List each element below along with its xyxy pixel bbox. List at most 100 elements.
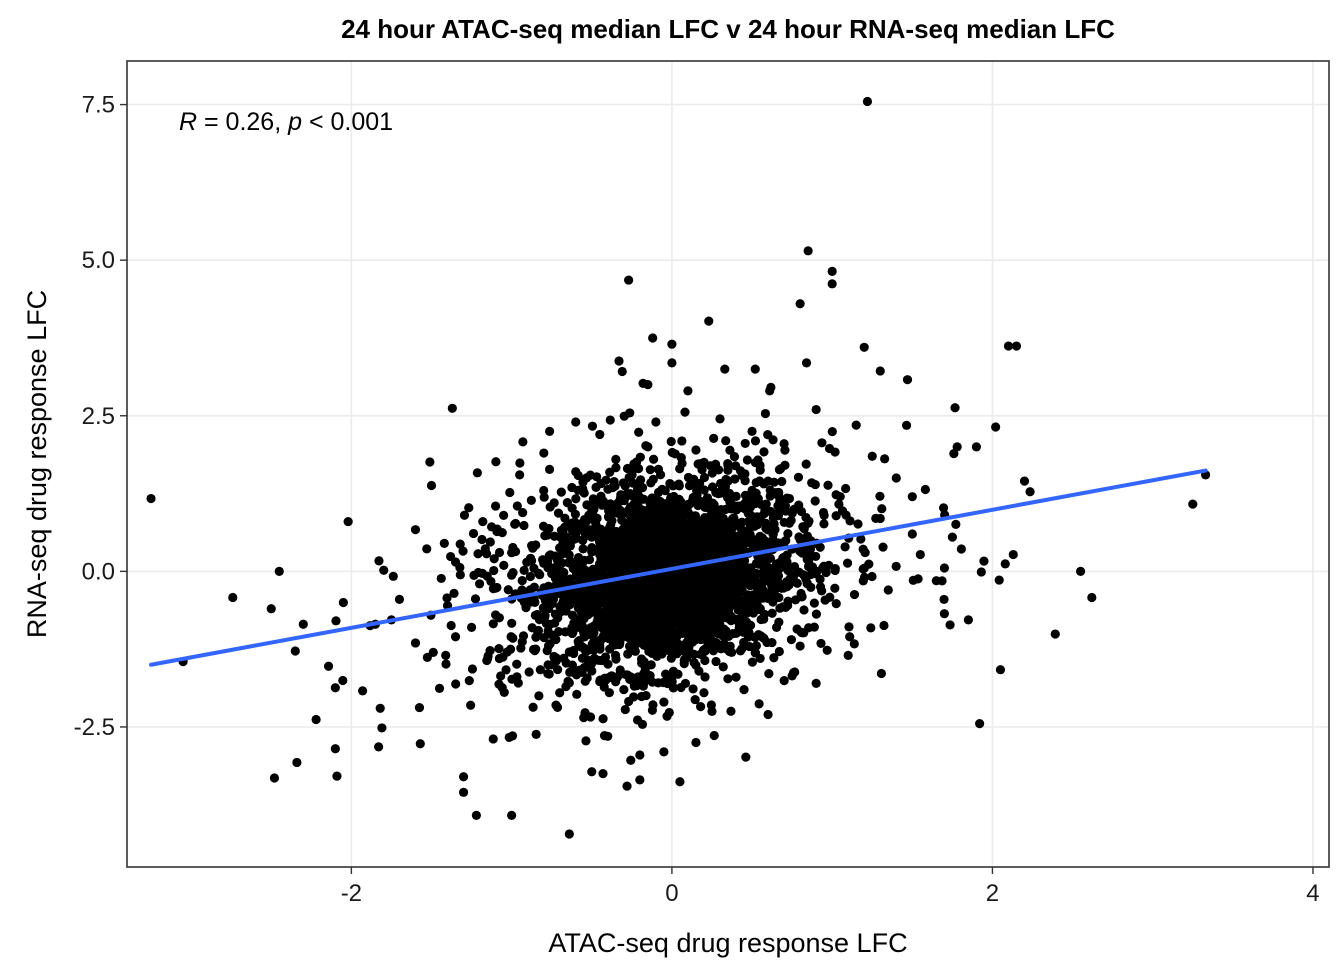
data-point [659, 520, 669, 530]
outlier-point [1003, 341, 1014, 351]
data-point [494, 547, 505, 558]
data-point [804, 623, 814, 633]
data-point [663, 628, 673, 638]
data-point [508, 633, 518, 643]
data-point [668, 639, 678, 649]
data-point [610, 610, 621, 620]
outlier-point [915, 549, 925, 560]
data-point [388, 571, 398, 581]
data-point [501, 665, 511, 675]
data-point [629, 678, 639, 688]
outlier-point [330, 744, 340, 754]
data-point [657, 649, 667, 659]
outlier-point [458, 772, 469, 782]
data-point [819, 519, 829, 529]
data-point [704, 512, 715, 522]
data-point [557, 549, 567, 559]
data-point [858, 544, 868, 554]
data-point [485, 537, 495, 547]
data-point [583, 655, 593, 665]
data-point [617, 366, 627, 377]
data-point [849, 639, 859, 649]
data-point [640, 603, 650, 613]
data-point [603, 608, 613, 618]
data-point [668, 683, 678, 693]
data-point [644, 623, 654, 633]
data-point [711, 488, 721, 498]
outlier-point [1019, 476, 1030, 486]
data-point [472, 468, 482, 478]
data-point [572, 689, 582, 699]
data-point [688, 684, 698, 694]
data-point [539, 632, 549, 643]
data-point [581, 736, 591, 746]
data-point [529, 582, 539, 592]
outlier-point [691, 445, 701, 455]
data-point [660, 617, 670, 627]
data-point [1025, 487, 1035, 497]
y-axis-title: RNA-seq drug response LFC [22, 290, 52, 638]
data-point [626, 755, 636, 765]
data-point [702, 619, 712, 629]
data-point [642, 576, 653, 586]
data-point [595, 644, 605, 654]
data-point [441, 650, 451, 661]
data-point [683, 537, 693, 547]
data-point [687, 525, 698, 535]
data-point [545, 619, 555, 629]
data-point [601, 617, 611, 628]
outlier-point [862, 96, 873, 107]
outlier-point [598, 769, 608, 779]
data-point [489, 554, 499, 564]
data-point [712, 519, 722, 530]
data-point [651, 544, 661, 554]
data-point [512, 672, 522, 682]
outlier-point [531, 644, 541, 654]
data-point [587, 607, 597, 617]
outlier-point [971, 442, 982, 452]
data-point [775, 497, 785, 507]
outlier-point [801, 358, 812, 368]
data-point [660, 486, 670, 496]
data-point [767, 581, 777, 591]
data-point [558, 597, 568, 607]
data-point [558, 536, 568, 546]
data-point [588, 494, 598, 504]
data-point [544, 524, 554, 534]
data-point [518, 507, 528, 518]
data-point [746, 516, 756, 526]
outlier-point [723, 460, 733, 471]
data-point [877, 504, 887, 514]
outlier-point [564, 829, 574, 839]
data-point [458, 546, 468, 556]
data-point [698, 520, 709, 530]
data-point [620, 481, 630, 491]
data-point [605, 415, 615, 425]
data-point [691, 624, 701, 634]
data-point [600, 632, 610, 642]
outlier-point [731, 672, 741, 682]
data-point [668, 481, 678, 491]
data-point [515, 458, 525, 468]
data-point [737, 517, 747, 527]
data-point [792, 578, 802, 588]
data-point [994, 575, 1004, 585]
data-point [630, 509, 640, 519]
outlier-point [547, 660, 557, 670]
outlier-point [483, 653, 493, 664]
outlier-point [614, 356, 624, 366]
data-point [577, 667, 587, 677]
outlier-point [859, 342, 869, 352]
data-point [831, 511, 841, 521]
data-point [779, 676, 789, 686]
outlier-point [491, 610, 501, 620]
data-point [697, 460, 707, 470]
data-point [623, 633, 634, 643]
data-point [731, 491, 741, 501]
outlier-point [611, 454, 621, 464]
data-point [688, 637, 698, 647]
data-point [845, 516, 855, 526]
data-point [775, 603, 785, 613]
data-point [466, 700, 476, 710]
data-point [525, 571, 535, 582]
